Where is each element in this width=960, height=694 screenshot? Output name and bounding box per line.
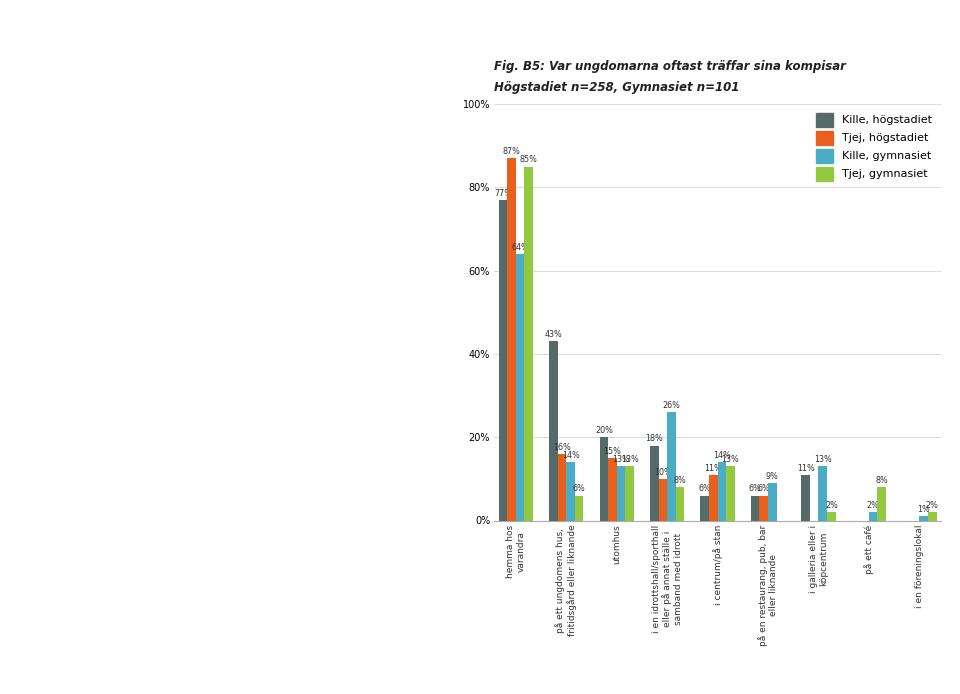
Bar: [524, 167, 533, 520]
Bar: [600, 437, 608, 520]
Bar: [625, 466, 634, 520]
Text: 77%: 77%: [494, 189, 512, 198]
Text: 1%: 1%: [917, 505, 930, 514]
Bar: [701, 496, 709, 520]
Text: 2%: 2%: [867, 501, 879, 510]
Bar: [828, 512, 835, 520]
Text: 13%: 13%: [814, 455, 831, 464]
Text: 13%: 13%: [612, 455, 630, 464]
Bar: [549, 341, 558, 520]
Bar: [566, 462, 575, 520]
Text: Högstadiet n=258, Gymnasiet n=101: Högstadiet n=258, Gymnasiet n=101: [494, 81, 740, 94]
Text: 14%: 14%: [562, 451, 580, 460]
Text: 9%: 9%: [766, 472, 779, 481]
Legend: Kille, högstadiet, Tjej, högstadiet, Kille, gymnasiet, Tjej, gymnasiet: Kille, högstadiet, Tjej, högstadiet, Kil…: [813, 110, 935, 184]
Text: 6%: 6%: [698, 484, 711, 493]
Text: 2%: 2%: [925, 501, 939, 510]
Text: Fig. B5: Var ungdomarna oftast träffar sina kompisar: Fig. B5: Var ungdomarna oftast träffar s…: [494, 60, 847, 73]
Bar: [659, 479, 667, 520]
Bar: [507, 158, 516, 520]
Bar: [751, 496, 759, 520]
Bar: [616, 466, 625, 520]
Bar: [709, 475, 717, 520]
Bar: [667, 412, 676, 520]
Text: 11%: 11%: [797, 464, 814, 473]
Text: 87%: 87%: [503, 147, 520, 156]
Text: 64%: 64%: [512, 243, 529, 252]
Text: 16%: 16%: [553, 443, 571, 452]
Text: 18%: 18%: [645, 434, 663, 443]
Bar: [768, 483, 777, 520]
Bar: [717, 462, 726, 520]
Text: 10%: 10%: [654, 468, 672, 477]
Text: 85%: 85%: [519, 155, 538, 164]
Bar: [516, 254, 524, 520]
Text: 15%: 15%: [604, 447, 621, 456]
Text: 2%: 2%: [825, 501, 838, 510]
Bar: [608, 458, 616, 520]
Text: 14%: 14%: [713, 451, 731, 460]
Text: 6%: 6%: [749, 484, 761, 493]
Bar: [759, 496, 768, 520]
Bar: [726, 466, 734, 520]
Text: 20%: 20%: [595, 426, 612, 435]
Text: 11%: 11%: [705, 464, 722, 473]
Bar: [558, 454, 566, 520]
Bar: [676, 487, 684, 520]
Bar: [928, 512, 937, 520]
Text: 6%: 6%: [573, 484, 586, 493]
Bar: [877, 487, 886, 520]
Text: 13%: 13%: [621, 455, 638, 464]
Bar: [650, 446, 659, 520]
Text: 6%: 6%: [757, 484, 770, 493]
Text: 8%: 8%: [876, 476, 888, 485]
Bar: [802, 475, 810, 520]
Bar: [869, 512, 877, 520]
Text: 43%: 43%: [544, 330, 563, 339]
Text: 13%: 13%: [722, 455, 739, 464]
Bar: [498, 200, 507, 520]
Text: 8%: 8%: [674, 476, 686, 485]
Text: 26%: 26%: [662, 401, 681, 410]
Bar: [819, 466, 828, 520]
Bar: [575, 496, 584, 520]
Bar: [920, 516, 928, 520]
